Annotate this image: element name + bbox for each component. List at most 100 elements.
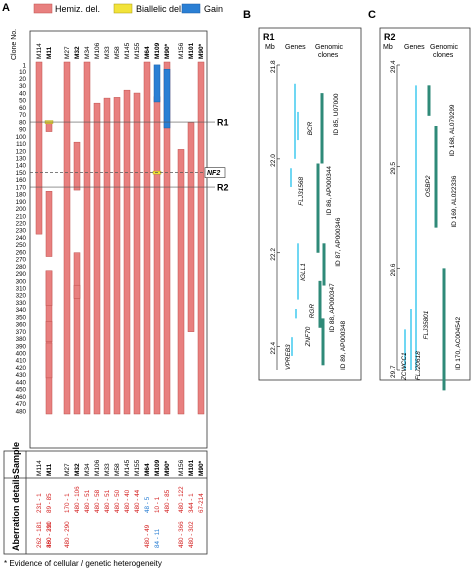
deletion-bar bbox=[73, 284, 81, 299]
deletion-bar bbox=[133, 92, 141, 415]
clone-label: ID 89, AP000348 bbox=[340, 320, 347, 370]
nf2-box bbox=[204, 167, 226, 178]
clone-tick: 420 bbox=[16, 365, 27, 372]
clone-tick: 300 bbox=[16, 278, 27, 285]
gene-label: ZNF70 bbox=[305, 326, 312, 347]
clone-tick: 450 bbox=[16, 387, 27, 394]
clone-tick: 90 bbox=[19, 127, 26, 134]
table-sample-name: M90* bbox=[198, 460, 205, 476]
deletion-bar bbox=[153, 96, 161, 415]
table-sample-name: M11 bbox=[46, 463, 53, 476]
clone-tick: 190 bbox=[16, 199, 27, 206]
gene-label: VPREB3 bbox=[285, 344, 292, 370]
clone-tick: 220 bbox=[16, 220, 27, 227]
deletion-bar bbox=[113, 97, 121, 415]
aberration-value: 48 - 5 bbox=[144, 496, 151, 513]
clone-ticks: 1102030405060708090100110120130140150160… bbox=[16, 62, 27, 415]
clone-tick: 430 bbox=[16, 372, 27, 379]
clone-tick: 20 bbox=[19, 76, 26, 83]
sample-names: M114 M11 M27 M32 M34 M106 M33 M58 M145 M155 M64 M10… bbox=[36, 42, 205, 59]
deletion-bars bbox=[35, 61, 205, 415]
clone-tick: 440 bbox=[16, 379, 27, 386]
legend: Hemiz. del. Biallelic del. Gain bbox=[33, 3, 223, 14]
clone-tick: 240 bbox=[16, 235, 27, 242]
aberration-value: 89 - 85 bbox=[46, 493, 53, 513]
aberration-value: 480 - 106 bbox=[74, 486, 81, 513]
clone-tick: 1 bbox=[23, 62, 27, 69]
deletion-bar bbox=[45, 191, 53, 257]
clone-label: ID 85, U07000 bbox=[333, 93, 340, 135]
gene-label: RGR bbox=[309, 304, 316, 319]
r2-label: R2 bbox=[217, 183, 229, 193]
aberration-value: 262 - 181 bbox=[36, 521, 43, 548]
clone-tick: 480 bbox=[16, 408, 27, 415]
legend-swatch-hemiz bbox=[33, 3, 53, 14]
r2-col-mb: Mb bbox=[383, 44, 393, 51]
sample-name: M156 bbox=[178, 42, 185, 59]
clone-tick: 400 bbox=[16, 351, 27, 358]
sample-name: M101 bbox=[188, 42, 195, 59]
sample-name: M27 bbox=[64, 46, 71, 59]
aberration-value: 480 - 366 bbox=[178, 521, 185, 548]
table-sample-name: M32 bbox=[74, 463, 81, 476]
mb-tick-label: 29.5 bbox=[390, 162, 397, 175]
table-sample-name: M34 bbox=[84, 463, 91, 476]
table-sample-name: M155 bbox=[134, 459, 141, 476]
table-sample-name: M33 bbox=[104, 463, 111, 476]
sample-name: M34 bbox=[84, 46, 91, 59]
r1-panel-title: R1 bbox=[263, 32, 275, 42]
sample-name: M90* bbox=[164, 43, 171, 59]
mb-tick-label: 29.6 bbox=[390, 263, 397, 276]
footnote: * Evidence of cellular / genetic heterog… bbox=[4, 559, 162, 568]
r2-frame bbox=[379, 27, 471, 381]
sample-name: M155 bbox=[134, 42, 141, 59]
clone-tick: 80 bbox=[19, 119, 26, 126]
legend-label-gain: Gain bbox=[204, 4, 223, 14]
aberration-value: 480 - 122 bbox=[178, 486, 185, 513]
axis-title: Clone No. bbox=[11, 29, 18, 60]
aberration-table: Sample Aberration details M114 M11 M27 M32 M… bbox=[3, 442, 208, 555]
r1-frame bbox=[258, 27, 362, 381]
legend-swatch-gain bbox=[181, 3, 201, 14]
r1-col-mb: Mb bbox=[265, 44, 275, 51]
r1-label: R1 bbox=[217, 118, 229, 128]
r2-col-clones: Genomic clones bbox=[430, 44, 459, 59]
aberration-value: 480 - 58 bbox=[94, 489, 101, 513]
table-sample-names: M114 M11 M27 M32 M34 M106 M33 M58 M145 M155 M64 M10… bbox=[36, 459, 205, 476]
table-sample-name: M114 bbox=[36, 460, 43, 476]
clone-tick: 460 bbox=[16, 394, 27, 401]
deletion-bar bbox=[45, 321, 53, 343]
panel-r1: R1 Mb Genes Genomic clones 21.8 22.0 22.2 22… bbox=[258, 27, 362, 381]
deletion-bar bbox=[63, 61, 71, 415]
table-sample-header: Sample bbox=[11, 442, 21, 474]
r1-col-clones-l1: Genomic bbox=[315, 44, 344, 51]
sample-name: M109 bbox=[154, 42, 161, 59]
clone-tick: 110 bbox=[16, 141, 26, 148]
deletion-bar bbox=[177, 149, 185, 415]
sample-name: M145 bbox=[124, 42, 131, 59]
mb-tick-label: 29.7 bbox=[390, 365, 397, 378]
table-sample-name: M145 bbox=[124, 459, 131, 476]
gene-label: BCR bbox=[307, 121, 314, 135]
aberration-value: 10 - 1 bbox=[154, 496, 161, 513]
clone-tick: 340 bbox=[16, 307, 27, 314]
sample-name: M106 bbox=[94, 42, 101, 59]
sample-name: M90* bbox=[198, 43, 205, 59]
clone-tick: 260 bbox=[16, 249, 27, 256]
clone-tick: 290 bbox=[16, 271, 27, 278]
gene-label: OSBP2 bbox=[425, 175, 432, 197]
clone-tick: 470 bbox=[16, 401, 27, 408]
clone-label: ID 169, AL022336 bbox=[451, 175, 458, 227]
clone-tick: 230 bbox=[16, 228, 27, 235]
sample-name: M58 bbox=[114, 46, 121, 59]
gene-label: FLJ35801 bbox=[423, 310, 430, 339]
r2-col-clones-l1: Genomic bbox=[430, 44, 459, 51]
clone-tick: 320 bbox=[16, 293, 27, 300]
table-sample-name: M109 bbox=[154, 459, 161, 476]
clone-label: ID 86, AP000344 bbox=[326, 166, 333, 216]
aberration-value: 480 - 40 bbox=[124, 489, 131, 513]
deletion-bar bbox=[73, 252, 81, 415]
clone-tick: 160 bbox=[16, 177, 27, 184]
